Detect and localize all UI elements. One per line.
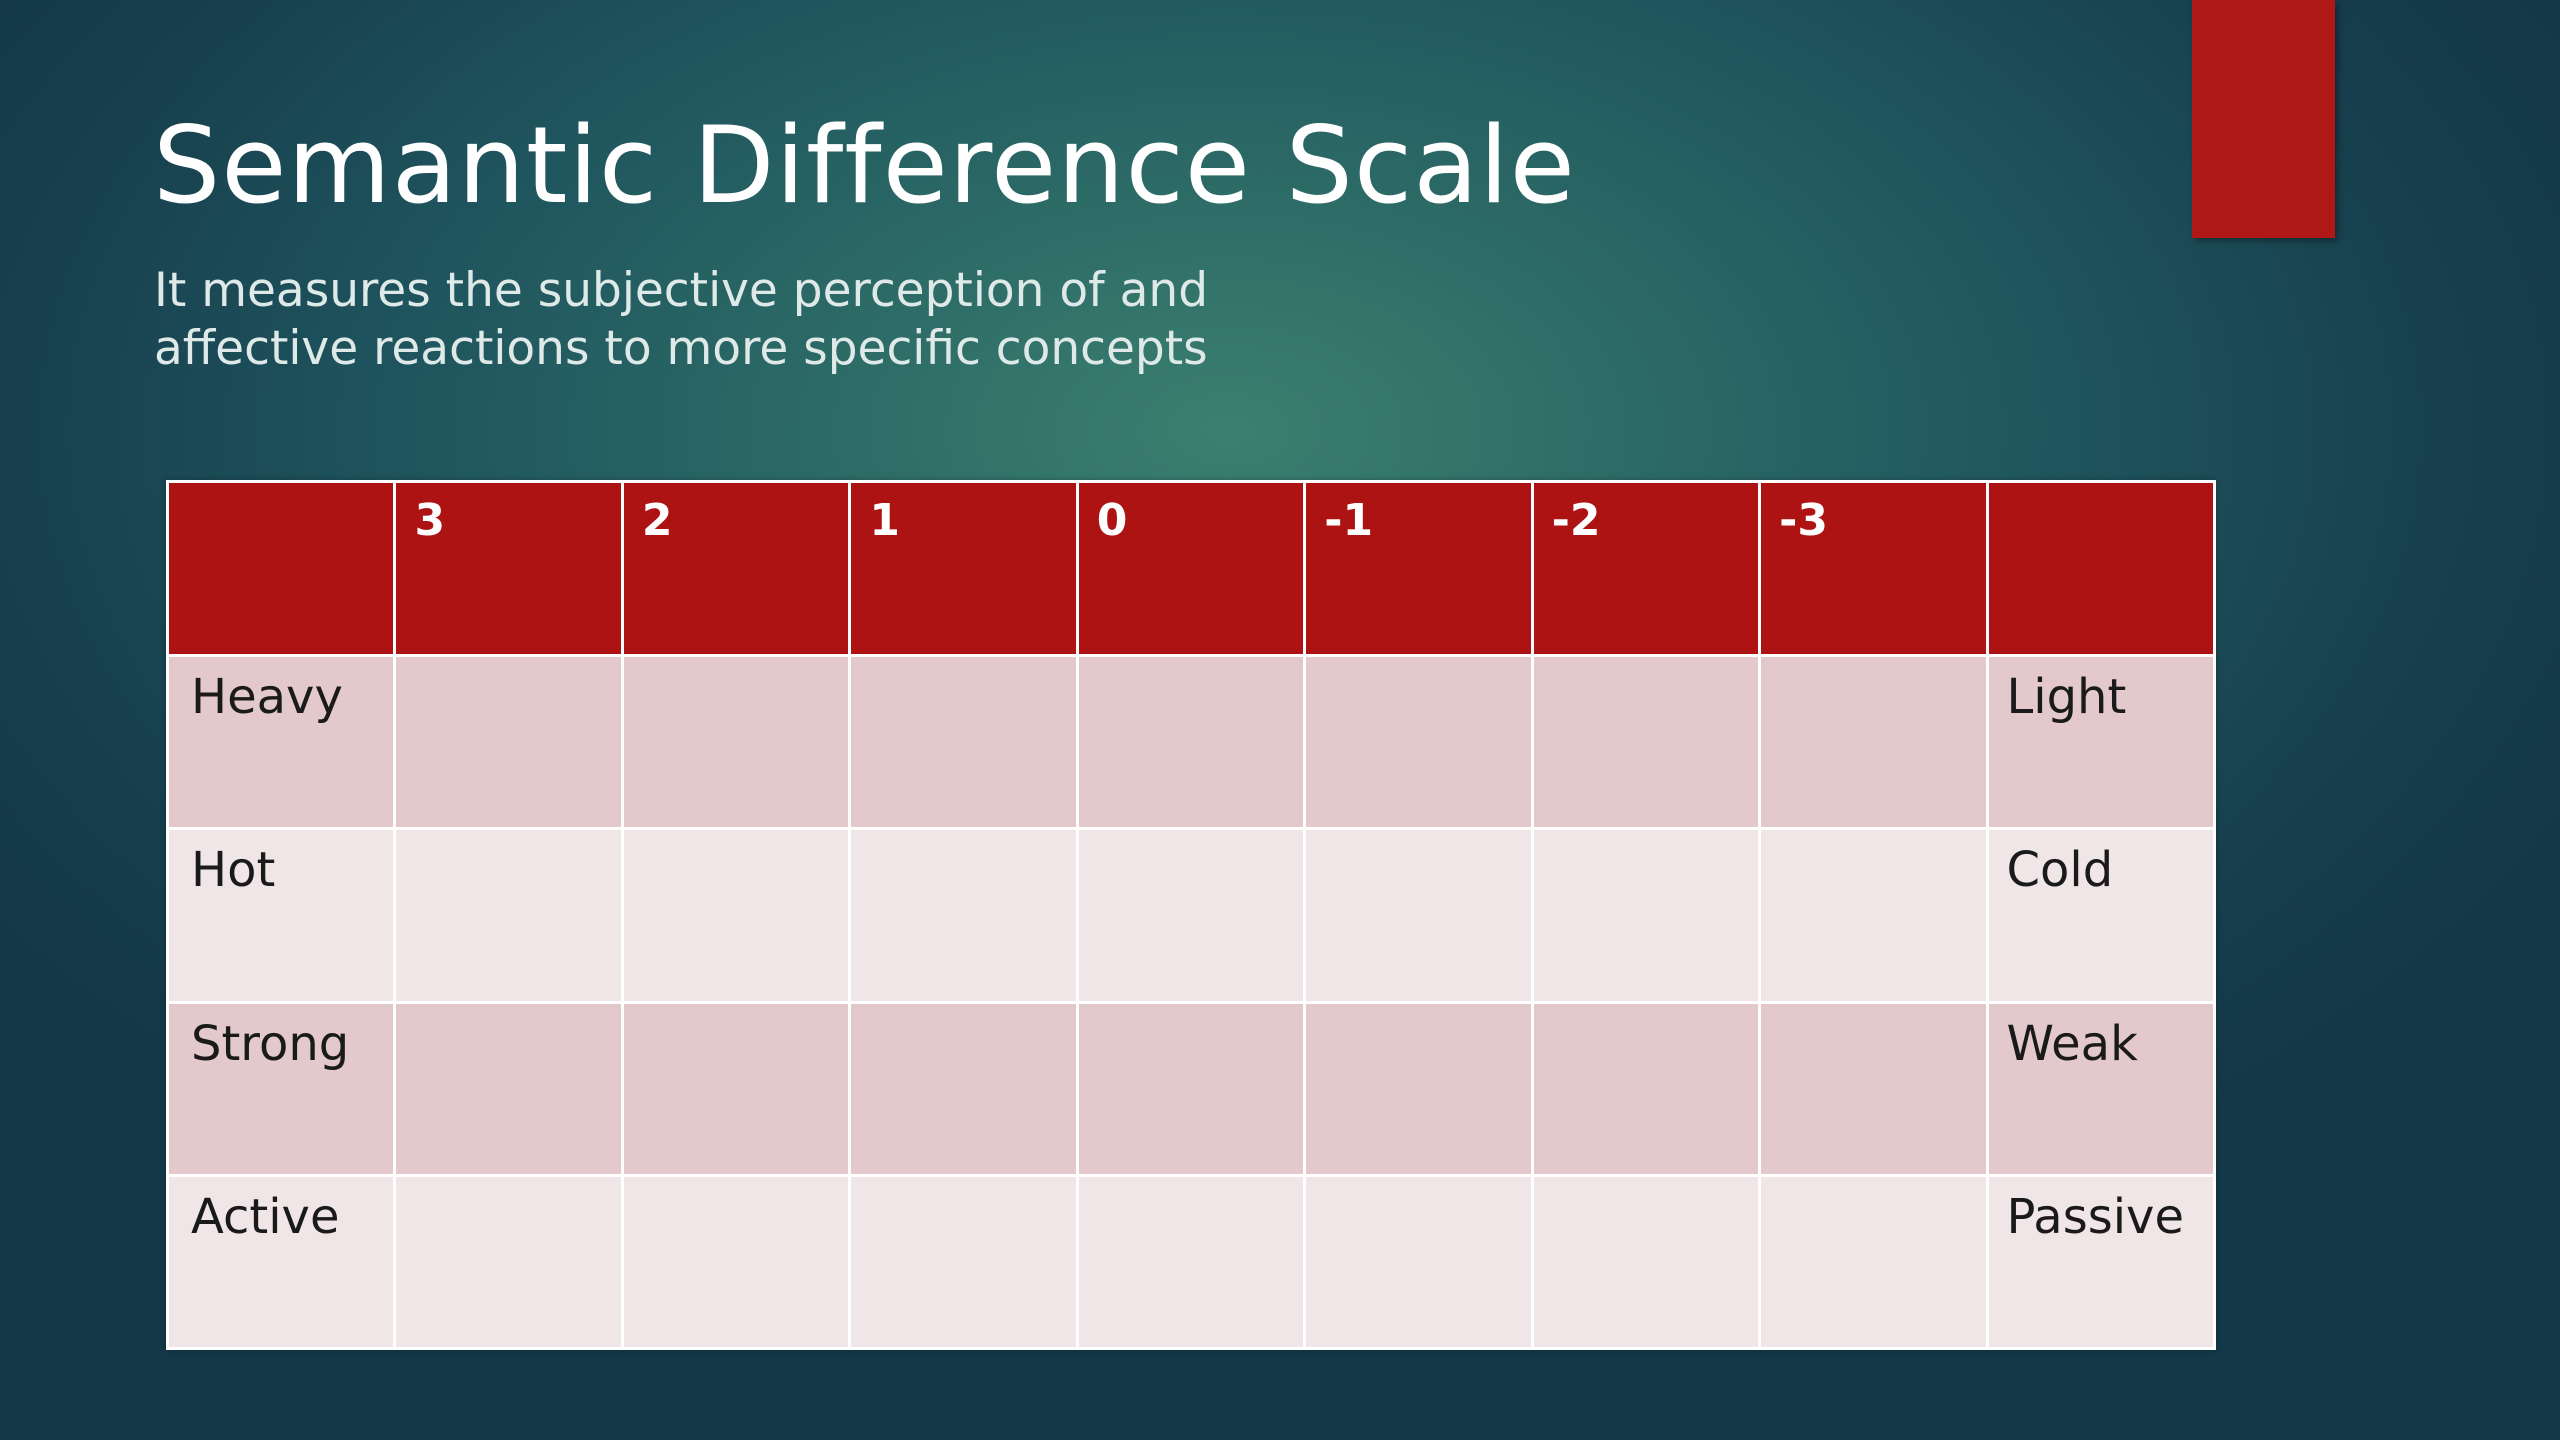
rating-cell (1530, 653, 1762, 831)
rating-cell (1075, 827, 1307, 1004)
table-row: Strong Weak (165, 1000, 2216, 1177)
rating-cell (620, 827, 852, 1004)
subtitle-line-2: affective reactions to more specific con… (154, 321, 1208, 376)
header-cell-minus-3: -3 (1758, 480, 1989, 657)
rating-cell (1758, 653, 1989, 831)
row-left-label: Heavy (165, 653, 397, 831)
rating-cell (1303, 653, 1534, 831)
semantic-scale-table: 3 2 1 0 -1 -2 -3 Heavy Light Hot (165, 480, 2216, 1351)
table-row: Hot Cold (165, 827, 2216, 1004)
rating-cell (848, 653, 1079, 831)
header-cell-1: 1 (848, 480, 1079, 657)
rating-cell (848, 1173, 1079, 1351)
rating-cell (620, 1000, 852, 1177)
slide-subtitle: It measures the subjective perception of… (154, 262, 1454, 378)
rating-cell (1530, 827, 1762, 1004)
rating-cell (1303, 827, 1534, 1004)
rating-cell (393, 1173, 624, 1351)
accent-bar (2192, 0, 2335, 238)
rating-cell (1303, 1000, 1534, 1177)
rating-cell (1530, 1000, 1762, 1177)
rating-cell (1303, 1173, 1534, 1351)
header-cell-3: 3 (393, 480, 624, 657)
row-right-label: Passive (1985, 1173, 2216, 1351)
row-right-label: Light (1985, 653, 2216, 831)
rating-cell (393, 653, 624, 831)
header-cell-0: 0 (1075, 480, 1307, 657)
rating-cell (1530, 1173, 1762, 1351)
header-cell-minus-1: -1 (1303, 480, 1534, 657)
rating-cell (1758, 1000, 1989, 1177)
row-right-label: Weak (1985, 1000, 2216, 1177)
table-row: Active Passive (165, 1173, 2216, 1351)
table-row: Heavy Light (165, 653, 2216, 831)
rating-cell (1075, 1000, 1307, 1177)
table-header-row: 3 2 1 0 -1 -2 -3 (165, 480, 2216, 657)
rating-cell (848, 1000, 1079, 1177)
row-left-label: Hot (165, 827, 397, 1004)
rating-cell (1075, 653, 1307, 831)
rating-cell (1075, 1173, 1307, 1351)
rating-cell (1758, 827, 1989, 1004)
row-right-label: Cold (1985, 827, 2216, 1004)
rating-cell (848, 827, 1079, 1004)
row-left-label: Strong (165, 1000, 397, 1177)
rating-cell (620, 1173, 852, 1351)
header-cell-empty-right (1985, 480, 2216, 657)
header-cell-minus-2: -2 (1530, 480, 1762, 657)
row-left-label: Active (165, 1173, 397, 1351)
rating-cell (1758, 1173, 1989, 1351)
slide-title: Semantic Difference Scale (153, 104, 1576, 227)
rating-cell (620, 653, 852, 831)
header-cell-2: 2 (620, 480, 852, 657)
header-cell-empty-left (165, 480, 397, 657)
rating-cell (393, 827, 624, 1004)
rating-cell (393, 1000, 624, 1177)
subtitle-line-1: It measures the subjective perception of… (154, 263, 1209, 318)
